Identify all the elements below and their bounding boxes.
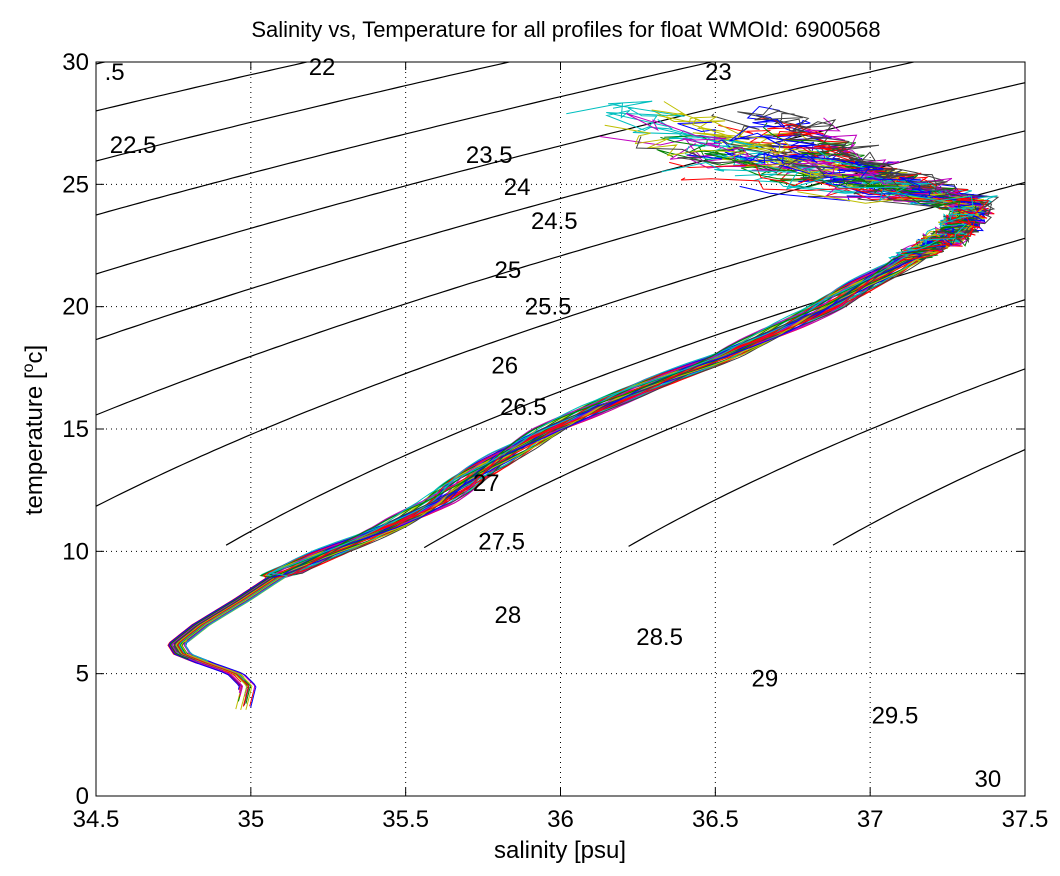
x-tick-label: 35 <box>237 806 264 833</box>
y-axis-label-end: c] <box>21 345 48 364</box>
y-tick-label: 5 <box>76 661 89 688</box>
profile-line <box>173 206 973 673</box>
profile-line <box>169 177 969 660</box>
density-contour-line <box>96 62 917 275</box>
contour-label: 22.5 <box>110 132 157 159</box>
contour-label: 26.5 <box>500 394 547 421</box>
contour-label: 26 <box>491 352 518 379</box>
y-tick-label: 0 <box>76 783 89 810</box>
profile-line <box>184 203 983 643</box>
x-tick-labels: 34.5 35 35.5 36 36.5 37 37.5 <box>73 806 1049 833</box>
profile-line <box>168 175 985 690</box>
profile-line <box>185 151 981 708</box>
contour-label: 29.5 <box>872 702 919 729</box>
contour-label: 30 <box>974 766 1001 793</box>
profile-line <box>174 136 990 671</box>
density-contour-line <box>423 299 1025 549</box>
density-contour-line <box>96 82 1025 341</box>
contour-label: .5 <box>105 59 125 86</box>
x-tick-label: 34.5 <box>73 806 120 833</box>
x-tick-label: 36 <box>547 806 574 833</box>
profile-line <box>174 156 986 655</box>
profile-line <box>178 169 988 704</box>
profile-line <box>178 185 981 696</box>
contour-label: 24.5 <box>531 208 578 235</box>
contour-label: 27.5 <box>478 529 525 556</box>
x-tick-label: 36.5 <box>692 806 739 833</box>
contour-label: 23.5 <box>466 142 513 169</box>
profile-line <box>169 196 977 691</box>
axis-ticks <box>95 61 1026 797</box>
density-contour-line <box>225 237 1025 546</box>
profile-line <box>173 112 996 661</box>
x-tick-label: 37 <box>857 806 884 833</box>
contour-label: 29 <box>752 666 779 693</box>
y-tick-label: 30 <box>62 49 89 76</box>
profile-line <box>181 122 988 678</box>
contour-label: 28.5 <box>636 624 683 651</box>
profile-line <box>173 189 979 683</box>
profile-line <box>170 117 974 684</box>
y-tick-labels: 0 5 10 15 20 25 30 <box>62 49 89 810</box>
profile-line <box>178 113 975 661</box>
profile-line <box>170 171 981 694</box>
contour-label: 23 <box>705 59 732 86</box>
profile-line <box>185 161 976 662</box>
profile-line <box>168 175 975 680</box>
density-contour-line <box>628 368 1025 547</box>
profile-line <box>184 136 979 662</box>
density-contour-line <box>832 448 1025 546</box>
density-contours <box>96 62 1060 549</box>
profile-line <box>171 186 983 696</box>
density-contour-line <box>96 130 1025 416</box>
density-contour-line <box>1031 517 1060 548</box>
density-contour-line <box>96 62 310 112</box>
profile-line <box>168 142 989 665</box>
profile-line <box>178 194 979 681</box>
y-tick-label: 15 <box>62 416 89 443</box>
y-tick-label: 25 <box>62 171 89 198</box>
x-axis-label: salinity [psu] <box>494 837 626 864</box>
profile-line <box>168 121 987 686</box>
y-tick-label: 20 <box>62 294 89 321</box>
contour-label: 25.5 <box>525 294 572 321</box>
y-axis-label-main: temperature [ <box>21 372 48 515</box>
profile-lines <box>167 100 1000 711</box>
x-tick-label: 37.5 <box>1002 806 1049 833</box>
contour-label: 22 <box>309 54 336 81</box>
density-contour-line <box>96 62 715 216</box>
y-axis-label: temperature [oc] <box>20 345 48 515</box>
y-axis-label-superscript: o <box>20 363 37 372</box>
contour-label: 28 <box>495 602 522 629</box>
profile-line <box>180 191 980 710</box>
contour-label: 25 <box>495 257 522 284</box>
density-contour-line <box>96 62 512 162</box>
contour-label: 24 <box>504 174 531 201</box>
x-tick-label: 35.5 <box>382 806 429 833</box>
profile-line <box>176 161 990 707</box>
profile-line <box>178 145 977 669</box>
profile-line <box>171 153 986 651</box>
density-contour-line <box>96 181 1025 507</box>
contour-label: 27 <box>473 470 500 497</box>
chart-title: Salinity vs, Temperature for all profile… <box>251 17 880 42</box>
y-tick-label: 10 <box>62 538 89 565</box>
